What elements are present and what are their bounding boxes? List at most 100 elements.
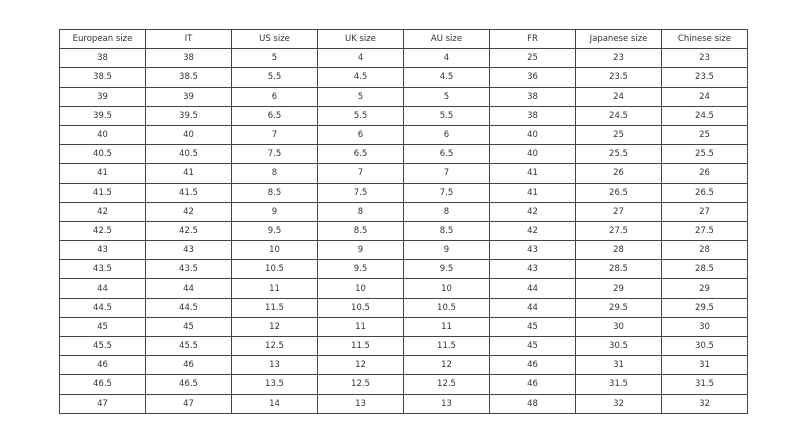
table-cell: 12 [231, 316, 318, 338]
table-cell: 26.5 [575, 182, 662, 203]
table-row: 45.5 45.5 12.5 11.5 11.5 45 30.5 30.5 [59, 335, 748, 357]
table-cell: 23.5 [575, 67, 662, 88]
table-cell: 47 [145, 393, 232, 414]
table-cell: 26 [575, 163, 662, 184]
table-cell: 25.5 [661, 144, 748, 165]
table-cell: 6.5 [317, 144, 404, 165]
table-cell: 11 [403, 316, 490, 338]
table-cell: 31.5 [661, 374, 748, 395]
table-cell: 13 [403, 393, 490, 414]
table-cell: 45.5 [145, 335, 232, 357]
column-header: FR [489, 28, 576, 50]
table-cell: 42 [59, 201, 146, 222]
table-cell: 44.5 [59, 297, 146, 318]
table-cell: 38 [489, 105, 576, 126]
table-cell: 9.5 [403, 259, 490, 280]
table-cell: 38 [59, 48, 146, 69]
table-cell: 7 [403, 163, 490, 184]
table-cell: 7 [317, 163, 404, 184]
table-cell: 4 [403, 48, 490, 69]
table-row: 47 47 14 13 13 48 32 32 [59, 393, 748, 414]
table-cell: 4.5 [403, 67, 490, 88]
table-cell: 10.5 [231, 259, 318, 280]
table-cell: 8.5 [403, 220, 490, 242]
table-cell: 41 [489, 182, 576, 203]
table-row: 38.5 38.5 5.5 4.5 4.5 36 23.5 23.5 [59, 67, 748, 88]
table-cell: 10 [403, 278, 490, 299]
table-cell: 6 [317, 124, 404, 146]
table-cell: 30.5 [661, 335, 748, 357]
table-cell: 8 [317, 201, 404, 222]
table-cell: 26.5 [661, 182, 748, 203]
table-cell: 43.5 [59, 259, 146, 280]
table-cell: 11 [317, 316, 404, 338]
table-cell: 10 [231, 240, 318, 261]
table-cell: 23 [575, 48, 662, 69]
table-cell: 43.5 [145, 259, 232, 280]
table-cell: 8 [403, 201, 490, 222]
table-cell: 12.5 [403, 374, 490, 395]
header-row: European size IT US size UK size AU size FR Ja… [59, 28, 748, 50]
table-row: 42 42 9 8 8 42 27 27 [59, 201, 748, 222]
table-cell: 28.5 [575, 259, 662, 280]
table-cell: 28 [575, 240, 662, 261]
table-cell: 46.5 [145, 374, 232, 395]
table-cell: 43 [145, 240, 232, 261]
table-cell: 38 [489, 86, 576, 107]
table-cell: 29 [661, 278, 748, 299]
table-cell: 25.5 [575, 144, 662, 165]
table-cell: 9 [231, 201, 318, 222]
table-cell: 41.5 [145, 182, 232, 203]
table-cell: 45.5 [59, 335, 146, 357]
table-cell: 10.5 [403, 297, 490, 318]
table-cell: 41 [145, 163, 232, 184]
table-cell: 6 [231, 86, 318, 107]
table-cell: 5 [231, 48, 318, 69]
table-cell: 24 [575, 86, 662, 107]
table-cell: 44 [59, 278, 146, 299]
table-cell: 4.5 [317, 67, 404, 88]
table-cell: 42.5 [145, 220, 232, 242]
table-cell: 26 [661, 163, 748, 184]
table-cell: 10 [317, 278, 404, 299]
column-header: AU size [403, 28, 490, 50]
table-cell: 5 [317, 86, 404, 107]
table-cell: 30.5 [575, 335, 662, 357]
table-row: 42.5 42.5 9.5 8.5 8.5 42 27.5 27.5 [59, 220, 748, 242]
table-cell: 8 [231, 163, 318, 184]
table-cell: 38.5 [145, 67, 232, 88]
table-cell: 45 [489, 335, 576, 357]
table-cell: 31.5 [575, 374, 662, 395]
table-cell: 24.5 [661, 105, 748, 126]
table-cell: 4 [317, 48, 404, 69]
table-cell: 14 [231, 393, 318, 414]
table-cell: 45 [145, 316, 232, 338]
table-cell: 13 [317, 393, 404, 414]
table-cell: 46 [59, 355, 146, 376]
table-cell: 27.5 [661, 220, 748, 242]
table-cell: 42 [145, 201, 232, 222]
column-header: US size [231, 28, 318, 50]
table-cell: 36 [489, 67, 576, 88]
table-row: 39.5 39.5 6.5 5.5 5.5 38 24.5 24.5 [59, 105, 748, 126]
table-cell: 8.5 [231, 182, 318, 203]
table-cell: 7.5 [403, 182, 490, 203]
table-cell: 46 [145, 355, 232, 376]
table-cell: 25 [575, 124, 662, 146]
table-row: 40.5 40.5 7.5 6.5 6.5 40 25.5 25.5 [59, 144, 748, 165]
table-row: 46 46 13 12 12 46 31 31 [59, 355, 748, 376]
table-cell: 28 [661, 240, 748, 261]
table-cell: 7.5 [231, 144, 318, 165]
table-cell: 45 [489, 316, 576, 338]
table-cell: 8.5 [317, 220, 404, 242]
table-cell: 6.5 [403, 144, 490, 165]
table-cell: 40 [145, 124, 232, 146]
table-cell: 13 [231, 355, 318, 376]
table-cell: 5.5 [317, 105, 404, 126]
table-row: 44.5 44.5 11.5 10.5 10.5 44 29.5 29.5 [59, 297, 748, 318]
table-row: 44 44 11 10 10 44 29 29 [59, 278, 748, 299]
table-cell: 12 [403, 355, 490, 376]
table-cell: 40 [489, 144, 576, 165]
table-cell: 11 [231, 278, 318, 299]
table-cell: 9 [317, 240, 404, 261]
